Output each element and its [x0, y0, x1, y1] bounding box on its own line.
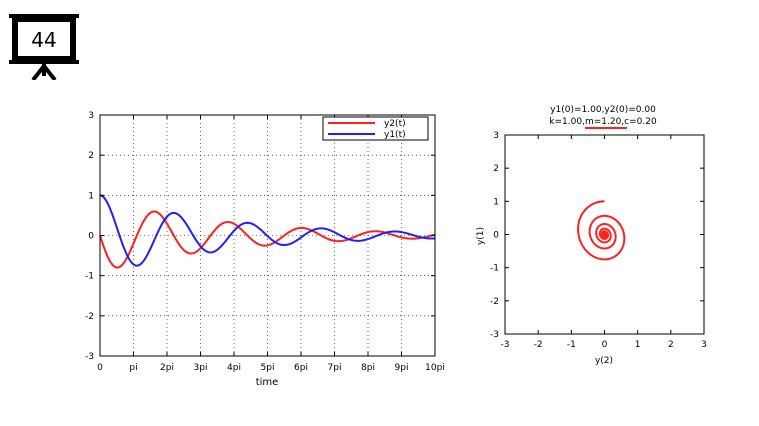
phase-x-tick-label: -2 — [534, 340, 543, 350]
x-tick-label: 4pi — [227, 363, 241, 373]
x-axis-label: time — [256, 377, 279, 388]
x-tick-label: 9pi — [395, 363, 409, 373]
x-tick-label: 6pi — [294, 363, 308, 373]
x-tick-label: pi — [129, 363, 137, 373]
x-tick-label: 2pi — [160, 363, 174, 373]
phase-title-line1: y1(0)=1.00,y2(0)=0.00 — [550, 105, 656, 115]
x-tick-label: 8pi — [361, 363, 375, 373]
x-tick-label: 0 — [97, 363, 103, 373]
phase-y-tick-label: 1 — [493, 197, 499, 207]
series-line-y1 — [99, 194, 436, 267]
phase-y-tick-label: -3 — [490, 330, 499, 340]
y-tick-label: 1 — [88, 191, 94, 201]
y-tick-label: 2 — [88, 151, 94, 161]
y-tick-label: -3 — [85, 352, 94, 362]
y-tick-label: -2 — [85, 312, 94, 322]
x-tick-label: 3pi — [194, 363, 208, 373]
slide-number: 44 — [31, 28, 56, 52]
phase-y-tick-label: 0 — [493, 231, 499, 241]
x-tick-label: 10pi — [425, 363, 445, 373]
x-tick-label: 7pi — [328, 363, 342, 373]
phase-x-tick-label: 3 — [701, 340, 707, 350]
ticks-layer: 0 pi 2pi 3pi 4pi 5pi 6pi 7pi 8pi 9pi 10pi -3 -2 -1 0 1 2… — [85, 111, 445, 373]
y-tick-label: 0 — [88, 232, 94, 242]
phase-x-tick-label: 2 — [668, 340, 674, 350]
legend-label-y1: y1(t) — [384, 130, 406, 140]
y-tick-label: 3 — [88, 111, 94, 121]
phase-spiral-line — [577, 200, 626, 261]
grid — [100, 115, 435, 356]
legend-box — [322, 116, 429, 141]
phase-y-tick-label: 2 — [493, 164, 499, 174]
slide-number-badge: 44 — [9, 14, 79, 80]
phase-ticks-layer: -3 -2 -1 0 1 2 3 -3 -2 -1 0 1 2 3 — [490, 131, 707, 350]
phase-x-tick-label: 1 — [635, 340, 641, 350]
phase-x-axis-label: y(2) — [595, 356, 613, 366]
series-line-y2 — [99, 210, 436, 269]
phase-y-tick-label: 3 — [493, 131, 499, 141]
phase-series-layer — [577, 200, 626, 261]
phase-y-axis-label: y(1) — [476, 227, 486, 245]
legend-label-y2: y2(t) — [384, 119, 406, 129]
legend: y2(t) y1(t) — [322, 116, 429, 141]
x-tick-label: 5pi — [261, 363, 275, 373]
phase-x-tick-label: 0 — [602, 340, 608, 350]
phase-x-tick-label: -1 — [567, 340, 576, 350]
phase-y-tick-label: -1 — [490, 264, 499, 274]
presentation-board-icon: 44 — [9, 14, 79, 80]
series-layer — [99, 194, 436, 269]
phase-x-tick-label: -3 — [501, 340, 510, 350]
phase-title-line2: k=1.00,m=1.20,c=0.20 — [549, 117, 657, 127]
y-tick-label: -1 — [85, 272, 94, 282]
phase-y-tick-label: -2 — [490, 297, 499, 307]
